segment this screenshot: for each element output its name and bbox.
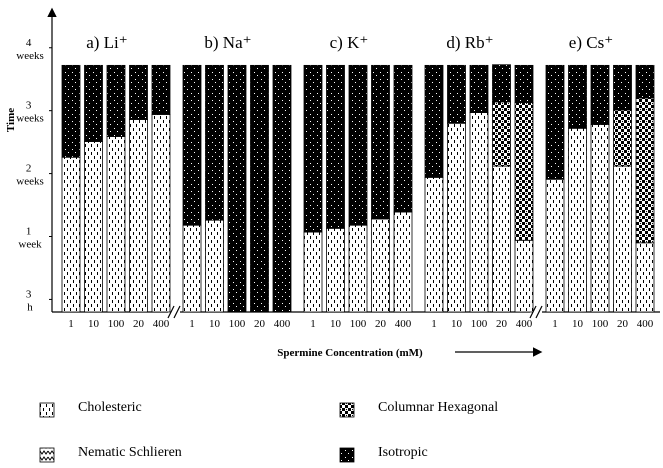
bar-segment — [545, 178, 565, 313]
bar-segment — [635, 64, 655, 99]
bar-segment — [151, 64, 171, 115]
x-tick-label: 400 — [637, 318, 654, 330]
legend-swatch — [39, 447, 55, 463]
x-tick-label: 1 — [189, 318, 195, 330]
y-tick-label: 4 weeks — [16, 37, 44, 62]
bar-segment — [303, 231, 323, 313]
bar-segment — [61, 64, 81, 158]
bar-segment — [590, 124, 610, 313]
y-tick-label: 2 weeks — [16, 163, 44, 188]
legend-label: Columnar Hexagonal — [378, 400, 498, 415]
bar-segment — [393, 211, 413, 313]
bar-segment — [635, 242, 655, 313]
x-tick-label: 10 — [88, 318, 100, 330]
y-axis-label: Time — [5, 108, 17, 132]
bar-segment — [227, 64, 247, 313]
bar-segment — [151, 114, 171, 313]
x-tick-label: 10 — [330, 318, 342, 330]
x-tick-label: 1 — [552, 318, 558, 330]
group-label: e) Cs⁺ — [569, 33, 613, 52]
bar-segment — [250, 64, 269, 313]
legend-label: Nematic Schlieren — [78, 445, 182, 460]
bar-segment — [469, 112, 489, 313]
legend-swatch — [339, 447, 355, 463]
x-tick-label: 400 — [395, 318, 412, 330]
bar-segment — [303, 64, 323, 233]
bar-segment — [129, 64, 148, 120]
x-tick-label: 20 — [133, 318, 145, 330]
bar-segment — [545, 64, 565, 180]
bar-segment — [84, 141, 103, 313]
x-tick-label: 10 — [451, 318, 463, 330]
x-axis-label: Spermine Concentration (mM) — [277, 347, 423, 359]
legend-label: Isotropic — [378, 445, 428, 460]
bar-segment — [424, 176, 444, 313]
x-tick-label: 100 — [471, 318, 488, 330]
y-tick-label: 3 h — [26, 288, 34, 313]
bar-segment — [568, 64, 587, 129]
x-tick-label: 100 — [592, 318, 609, 330]
y-tick-label: 1 week — [18, 226, 42, 251]
x-tick-label: 100 — [350, 318, 367, 330]
bar-segment — [205, 219, 224, 313]
bar-segment — [61, 156, 81, 313]
x-tick-label: 20 — [496, 318, 508, 330]
bar-segment — [613, 64, 632, 111]
bar-segment — [326, 227, 345, 313]
bar-segment — [348, 224, 368, 313]
bar-segment — [129, 119, 148, 313]
x-tick-label: 100 — [108, 318, 125, 330]
bar-segment — [106, 136, 126, 313]
bar-segment — [182, 224, 202, 313]
bar-segment — [492, 64, 511, 103]
x-tick-label: 400 — [516, 318, 533, 330]
bar-segment — [371, 64, 390, 220]
x-tick-label: 10 — [572, 318, 584, 330]
bar-segment — [469, 64, 489, 113]
bar-segment — [205, 64, 224, 221]
bar-segment — [182, 64, 202, 226]
bar-segment — [613, 165, 632, 313]
bar-segment — [447, 122, 466, 313]
group-label: a) Li⁺ — [86, 33, 128, 52]
bar-segment — [613, 109, 632, 167]
bar-segment — [393, 64, 413, 213]
x-tick-label: 20 — [617, 318, 629, 330]
bar-segment — [514, 239, 534, 313]
y-tick-label: 3 weeks — [16, 100, 44, 125]
bar-segment — [371, 218, 390, 313]
bar-segment — [514, 102, 534, 241]
legend-swatch — [39, 402, 55, 418]
legend-swatch — [339, 402, 355, 418]
legend-label: Cholesteric — [78, 400, 142, 415]
bar-segment — [272, 64, 292, 313]
bar-segment — [492, 101, 511, 167]
bar-segment — [447, 64, 466, 124]
bar-segment — [348, 64, 368, 226]
bar-segment — [635, 97, 655, 244]
group-label: b) Na⁺ — [204, 33, 251, 52]
bar-segment — [424, 64, 444, 178]
x-tick-label: 100 — [229, 318, 246, 330]
x-tick-label: 400 — [153, 318, 170, 330]
bar-segment — [590, 64, 610, 125]
bar-segment — [106, 64, 126, 137]
bar-segment — [568, 127, 587, 313]
x-tick-label: 1 — [310, 318, 316, 330]
bar-segment — [84, 64, 103, 142]
bar-segment — [492, 165, 511, 313]
x-tick-label: 20 — [375, 318, 387, 330]
group-label: c) K⁺ — [330, 33, 369, 52]
x-tick-label: 400 — [274, 318, 291, 330]
bar-segment — [514, 64, 534, 103]
x-tick-label: 1 — [431, 318, 437, 330]
x-tick-label: 1 — [68, 318, 74, 330]
x-tick-label: 10 — [209, 318, 221, 330]
bar-segment — [326, 64, 345, 229]
group-label: d) Rb⁺ — [446, 33, 493, 52]
x-tick-label: 20 — [254, 318, 266, 330]
